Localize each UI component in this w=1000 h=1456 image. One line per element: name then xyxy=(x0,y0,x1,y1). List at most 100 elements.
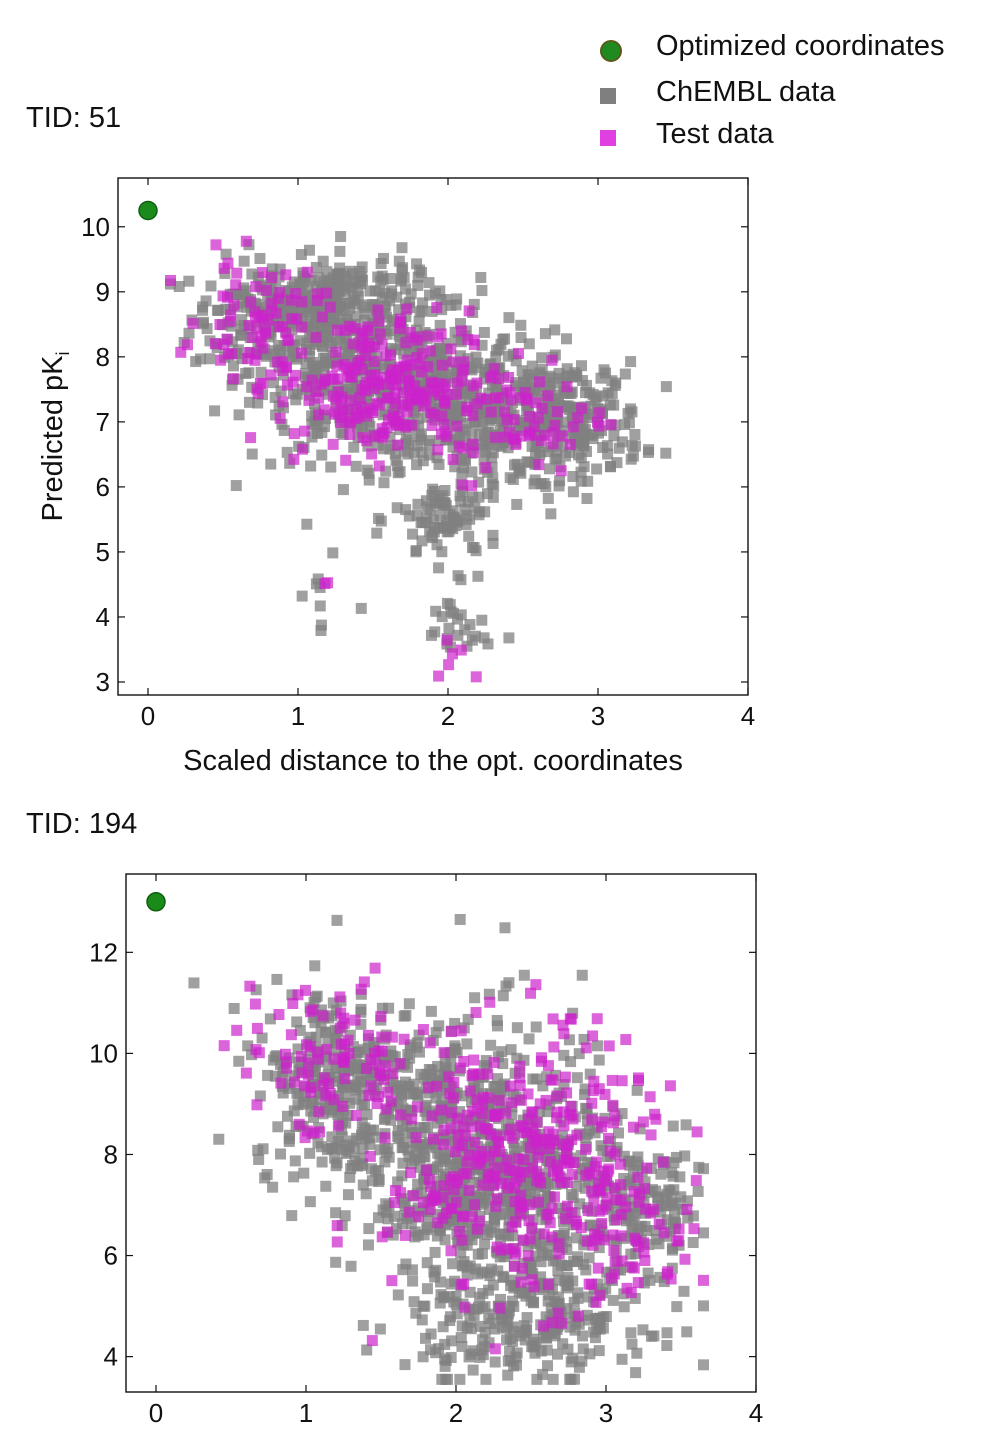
data-point xyxy=(487,370,499,382)
data-point xyxy=(313,1093,325,1105)
data-point xyxy=(473,476,485,488)
data-point xyxy=(445,1351,457,1363)
data-point xyxy=(351,420,363,432)
data-point xyxy=(277,365,289,377)
data-point xyxy=(406,1264,418,1276)
data-point xyxy=(364,285,376,297)
data-point xyxy=(593,420,605,432)
data-point xyxy=(615,1179,627,1191)
data-point xyxy=(321,266,333,278)
data-point xyxy=(558,1049,570,1061)
data-point xyxy=(535,1203,547,1215)
data-point xyxy=(507,1230,519,1242)
y-tick-label: 4 xyxy=(96,602,110,632)
x-tick-label: 0 xyxy=(149,1398,163,1428)
data-point xyxy=(411,459,423,471)
data-point xyxy=(467,1345,479,1357)
data-point xyxy=(372,439,384,451)
data-point xyxy=(455,1332,467,1344)
data-point xyxy=(254,252,266,264)
data-point xyxy=(421,1283,433,1295)
data-point xyxy=(549,324,561,336)
data-point xyxy=(511,498,523,510)
data-point xyxy=(311,990,323,1002)
data-point xyxy=(473,1068,485,1080)
data-point xyxy=(507,1132,519,1144)
data-point xyxy=(332,1109,344,1121)
data-point xyxy=(449,326,461,338)
y-tick-label: 12 xyxy=(89,937,118,967)
data-point xyxy=(462,496,474,508)
data-point xyxy=(561,1177,573,1189)
data-point xyxy=(451,420,463,432)
data-point xyxy=(349,1155,361,1167)
data-point xyxy=(532,1196,544,1208)
data-point xyxy=(449,1017,461,1029)
data-point xyxy=(375,1011,387,1023)
data-point xyxy=(488,1081,500,1093)
data-point xyxy=(514,1072,526,1084)
data-point xyxy=(533,1106,545,1118)
data-point xyxy=(419,1101,431,1113)
data-point xyxy=(360,1188,372,1200)
data-point xyxy=(335,280,347,292)
data-point xyxy=(523,457,535,469)
data-point xyxy=(328,1094,340,1106)
data-point xyxy=(404,1052,416,1064)
data-point xyxy=(490,351,502,363)
data-point xyxy=(615,1209,627,1221)
data-point xyxy=(349,1081,361,1093)
data-point xyxy=(558,1028,570,1040)
data-point xyxy=(317,333,329,345)
data-point xyxy=(468,542,480,554)
data-point xyxy=(363,337,375,349)
data-point xyxy=(561,333,573,345)
data-point xyxy=(463,1149,475,1161)
data-point xyxy=(262,1069,274,1081)
data-point xyxy=(272,339,284,351)
data-point xyxy=(447,1092,459,1104)
data-point xyxy=(438,1047,450,1059)
data-point xyxy=(306,410,318,422)
data-point xyxy=(292,989,304,1001)
data-point xyxy=(607,1294,619,1306)
data-point xyxy=(355,401,367,413)
data-point xyxy=(573,1171,585,1183)
data-point xyxy=(374,1067,386,1079)
data-point xyxy=(407,1275,419,1287)
data-point xyxy=(327,997,339,1009)
data-point xyxy=(576,1355,588,1367)
data-point xyxy=(319,413,331,425)
data-point xyxy=(576,402,588,414)
data-point xyxy=(344,371,356,383)
data-point xyxy=(552,1300,564,1312)
data-point xyxy=(432,1217,444,1229)
data-point xyxy=(482,1092,494,1104)
data-point xyxy=(547,1128,559,1140)
data-point xyxy=(469,1199,481,1211)
data-point xyxy=(448,1160,460,1172)
data-point xyxy=(267,286,279,298)
data-point xyxy=(484,996,496,1008)
data-point xyxy=(629,1207,641,1219)
data-point xyxy=(466,480,478,492)
data-point xyxy=(596,1217,608,1229)
data-point xyxy=(327,438,339,450)
data-point xyxy=(277,1070,289,1082)
data-point xyxy=(547,1373,559,1385)
data-point xyxy=(519,1334,531,1346)
data-point xyxy=(288,1076,300,1088)
data-point xyxy=(484,1203,496,1215)
data-point xyxy=(552,1307,564,1319)
data-point xyxy=(396,1193,408,1205)
x-tick-label: 1 xyxy=(291,701,305,731)
data-point xyxy=(355,278,367,290)
data-point xyxy=(254,377,266,389)
data-point xyxy=(331,914,343,926)
data-point xyxy=(510,422,522,434)
data-point xyxy=(197,301,209,313)
data-point xyxy=(344,1097,356,1109)
data-point xyxy=(344,320,356,332)
data-point xyxy=(481,1229,493,1241)
data-point xyxy=(422,361,434,373)
